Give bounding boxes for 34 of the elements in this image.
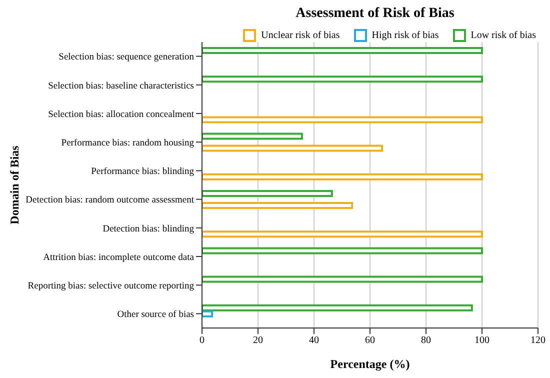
bar [202,144,384,152]
x-tick-label: 20 [253,335,263,346]
legend-label: Unclear risk of bias [260,28,340,42]
bar [202,276,483,283]
bar [202,76,483,83]
chart-title: Assessment of Risk of Bias [294,6,456,22]
y-tick-label: Selection bias: baseline characteristics [48,81,194,92]
bar [202,247,483,254]
bar [202,116,483,124]
y-tick-label: Other source of bias [117,310,194,320]
x-tick-label: 100 [474,335,490,346]
y-axis-title: Domain of Bias [7,145,22,224]
y-tick-label: Reporting bias: selective outcome reporting [28,281,194,292]
y-tick-label: Detection bias: random outcome assessment [26,196,194,206]
y-tick-label: Detection bias: blinding [102,224,194,234]
x-tick-label: 40 [309,335,319,346]
x-tick-label: 80 [421,335,431,346]
legend-label: High risk of bias [370,28,439,42]
bar [202,173,483,180]
bar [202,202,354,209]
y-tick-label: Attrition bias: incomplete outcome data [43,252,195,263]
bar [202,47,483,54]
y-tick-label: Performance bias: random housing [61,138,194,148]
bar [202,190,333,197]
x-axis-title: Percentage (%) [330,357,410,371]
x-tick-label: 120 [530,335,546,346]
x-tick-label: 0 [200,335,204,346]
x-tick-label: 60 [365,335,375,346]
y-tick-label: Selection bias: sequence generation [58,52,194,63]
bar [202,132,303,140]
bar [202,230,483,238]
y-tick-label: Performance bias: blinding [91,167,194,178]
y-tick-label: Selection bias: allocation concealment [48,110,194,120]
legend-label: Low risk of bias [470,28,536,42]
